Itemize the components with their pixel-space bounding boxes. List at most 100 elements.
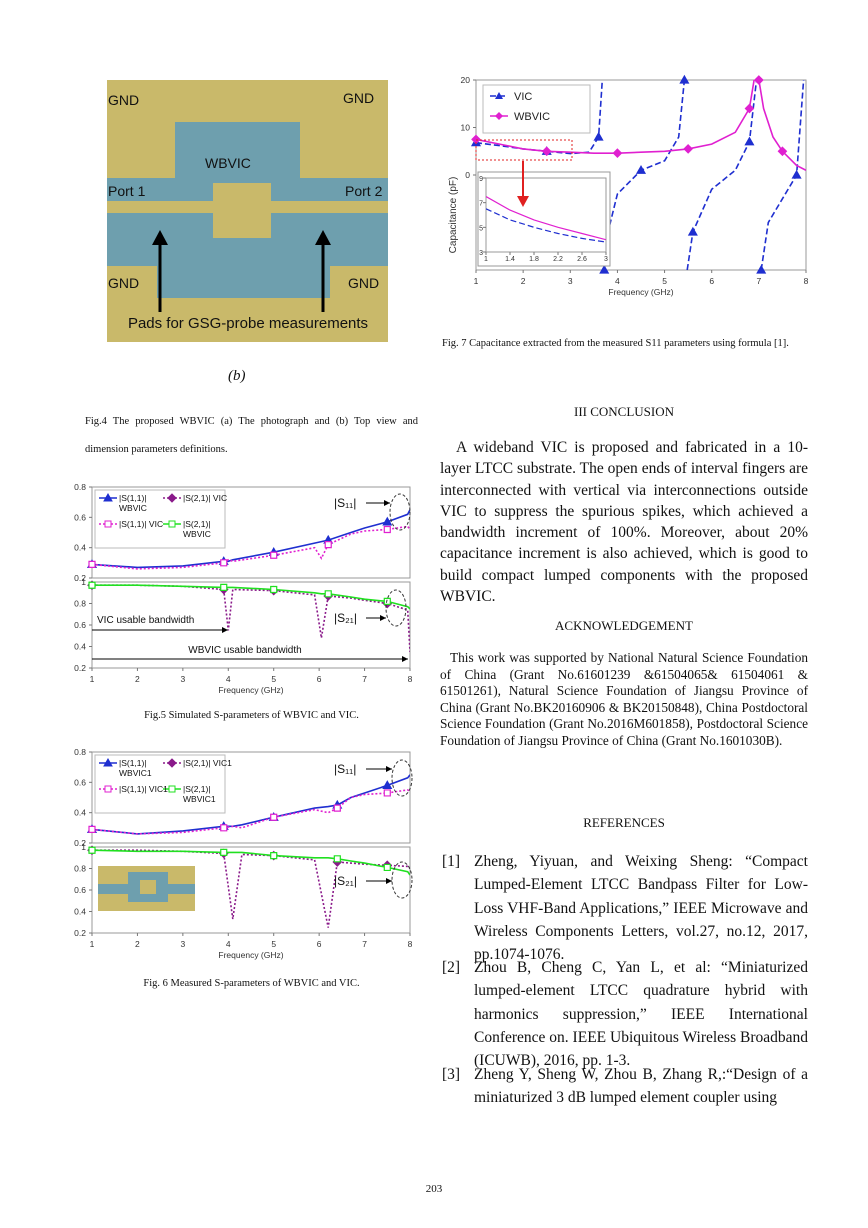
legend-marker xyxy=(495,92,503,99)
x-tick-label: 1.8 xyxy=(529,256,539,263)
heading: ACKNOWLEDGEMENT xyxy=(555,618,693,633)
marker xyxy=(687,226,698,236)
series-line xyxy=(92,789,410,835)
page-number: 203 xyxy=(425,1183,443,1195)
marker xyxy=(88,825,96,833)
annotation-arrow-head xyxy=(380,615,386,621)
marker xyxy=(270,551,278,559)
y-tick-label: 5 xyxy=(479,225,483,232)
x-tick-label: 5 xyxy=(662,276,667,286)
heading: III CONCLUSION xyxy=(573,404,675,419)
legend-label: |S(1,1)| VIC1 xyxy=(119,784,168,794)
x-tick-label: 1 xyxy=(474,276,479,286)
annotation: VIC usable bandwidth xyxy=(97,615,194,626)
marker xyxy=(679,74,690,84)
legend-marker xyxy=(103,757,113,767)
x-tick-label: 4 xyxy=(226,939,231,949)
x-tick-label: 1 xyxy=(484,256,488,263)
legend-marker xyxy=(168,785,176,793)
inset-photo-part xyxy=(140,880,156,894)
photo-label: GND xyxy=(343,90,374,106)
y-tick-label: 0.8 xyxy=(74,599,86,609)
y-tick-label: 7 xyxy=(479,201,483,208)
marker xyxy=(612,148,623,158)
marker xyxy=(593,131,604,141)
x-tick-label: 7 xyxy=(362,939,367,949)
legend-marker xyxy=(167,758,177,768)
bandwidth-arrow-head xyxy=(222,627,228,633)
y-tick-label: 0.6 xyxy=(74,885,86,895)
annotation-arrow-head xyxy=(384,500,390,506)
x-axis-label: Frequency (GHz) xyxy=(218,685,283,695)
x-tick-label: 4 xyxy=(226,674,231,684)
plot-frame xyxy=(91,751,411,844)
marker xyxy=(88,581,96,589)
y-tick-label: 20 xyxy=(461,75,471,85)
x-tick-label: 7 xyxy=(756,276,761,286)
y-tick-label: 0.8 xyxy=(74,482,86,492)
marker xyxy=(383,789,391,797)
marker xyxy=(88,846,96,854)
y-tick-label: 0.4 xyxy=(74,642,86,652)
y-tick-label: 0.2 xyxy=(74,838,86,848)
x-tick-label: 1.4 xyxy=(505,256,515,263)
y-tick-label: 0.8 xyxy=(74,864,86,874)
marker xyxy=(382,516,393,526)
x-axis-label: Frequency (GHz) xyxy=(218,950,283,960)
series-line xyxy=(92,509,410,569)
x-tick-label: 3 xyxy=(568,276,573,286)
photo xyxy=(107,80,388,342)
legend-label: |S(2,1)| VIC xyxy=(183,493,228,503)
marker xyxy=(270,585,278,594)
series-line xyxy=(92,525,410,570)
x-tick-label: 2.6 xyxy=(577,256,587,263)
caption: Fig. 6 Measured S-parameters of WBVIC an… xyxy=(143,978,360,989)
annotation-ellipse xyxy=(391,759,413,797)
y-tick-label: 1 xyxy=(81,577,86,587)
annotation: |S₂₁| xyxy=(334,874,357,888)
y-tick-label: 10 xyxy=(461,123,471,133)
legend-marker xyxy=(103,492,113,502)
marker xyxy=(382,780,393,789)
annotation-ellipse xyxy=(389,493,411,531)
marker xyxy=(324,541,332,549)
legend-label: |S(2,1)| WBVIC1 xyxy=(183,784,216,804)
series-line xyxy=(476,79,806,172)
legend-label: |S(2,1)| VIC1 xyxy=(183,758,232,768)
marker xyxy=(220,824,228,832)
photo-label: GND xyxy=(348,275,379,291)
x-tick-label: 1 xyxy=(90,674,95,684)
y-tick-label: 0.4 xyxy=(74,907,86,917)
x-tick-label: 3 xyxy=(180,674,185,684)
annotation: |S₁₁| xyxy=(334,762,356,776)
ref-text: Zheng Y, Sheng W, Zhou B, Zhang R,:“Desi… xyxy=(474,1066,808,1107)
series-line xyxy=(92,774,410,835)
legend-label: |S(2,1)| WBVIC xyxy=(183,519,211,539)
series-line xyxy=(486,195,606,241)
caption: Fig. 7 Capacitance extracted from the me… xyxy=(442,338,789,349)
y-tick-label: 0 xyxy=(465,170,470,180)
ref-text: Zheng, Yiyuan, and Weixing Sheng: “Compa… xyxy=(474,853,808,964)
marker xyxy=(333,804,341,812)
y-tick-label: 0.2 xyxy=(74,663,86,673)
annotation-ellipse xyxy=(391,861,413,899)
series-line xyxy=(486,208,606,243)
paragraph: This work was supported by National Natu… xyxy=(440,650,808,748)
y-tick-label: 0.6 xyxy=(74,512,86,522)
x-axis-label: Frequency (GHz) xyxy=(608,287,673,297)
legend-label: |S(1,1)| WBVIC1 xyxy=(119,758,152,778)
annotation: WBVIC usable bandwidth xyxy=(188,645,301,656)
annotation-arrow-head xyxy=(386,766,392,772)
marker xyxy=(383,597,391,605)
marker xyxy=(744,103,755,114)
marker xyxy=(635,165,647,174)
marker xyxy=(333,855,341,863)
caption: Fig.4 The proposed WBVIC (a) The photogr… xyxy=(85,416,418,455)
legend-marker xyxy=(167,493,177,503)
series-line xyxy=(92,849,410,876)
marker xyxy=(88,560,96,568)
x-tick-label: 2 xyxy=(521,276,526,286)
photo-label: GND xyxy=(108,92,139,108)
y-tick-label: 1 xyxy=(81,842,86,852)
y-tick-label: 0.2 xyxy=(74,573,86,583)
